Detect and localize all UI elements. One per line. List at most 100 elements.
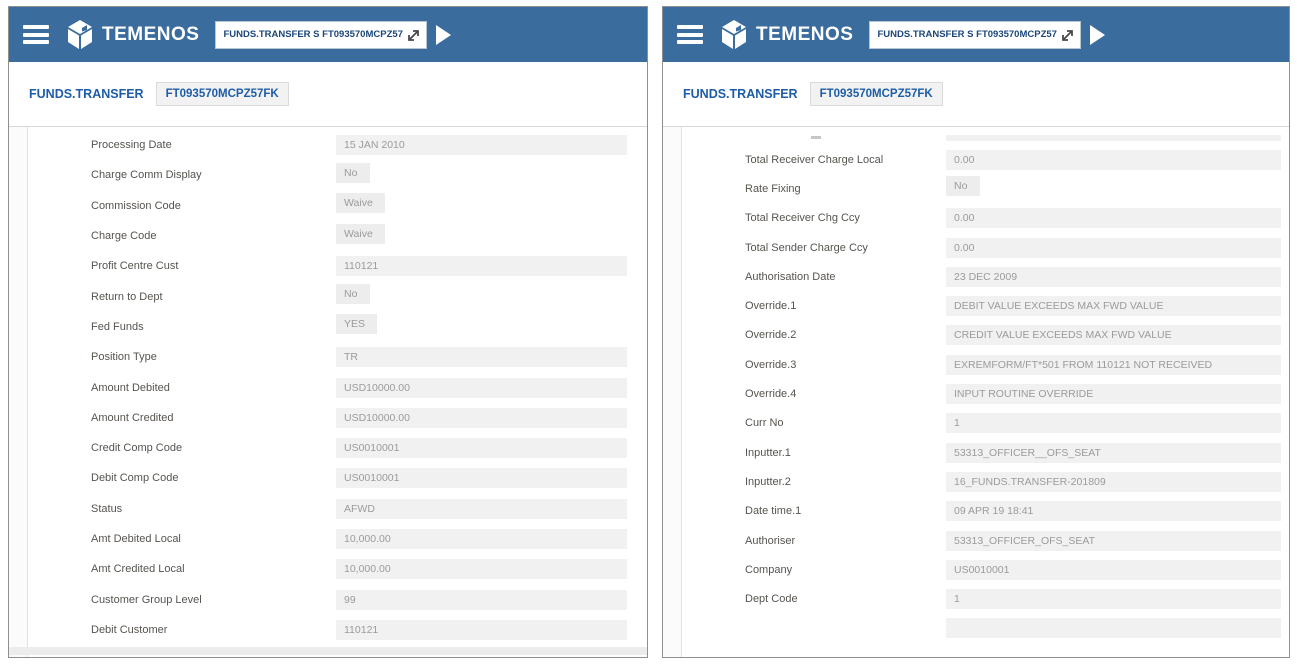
field-rows: Processing Date 15 JAN 2010 Charge Comm Di… (28, 127, 647, 645)
field-row: Return to Dept No (28, 281, 647, 311)
field-row: Amt Debited Local 10,000.00 (28, 524, 647, 554)
field-row: Total Receiver Charge Local 0.00 (682, 145, 1289, 174)
temenos-logo: TEMENOS (719, 18, 853, 52)
field-value: EXREMFORM/FT*501 FROM 110121 NOT RECEIVE… (946, 354, 1281, 375)
field-value: Waive (336, 223, 385, 244)
field-value: CREDIT VALUE EXCEEDS MAX FWD VALUE (946, 325, 1281, 346)
field-value: No (946, 176, 980, 197)
field-label: Status (91, 502, 123, 515)
field-row: Position Type TR (28, 342, 647, 372)
field-label: Charge Code (91, 230, 157, 243)
field-label: Override.4 (745, 388, 797, 401)
field-label: Date time.1 (745, 505, 802, 518)
horizontal-scrollbar[interactable] (9, 647, 647, 655)
command-line-input[interactable] (216, 21, 406, 48)
field-value: AFWD (336, 498, 627, 519)
field-row: Processing Date 15 JAN 2010 (28, 130, 647, 160)
app-header: TEMENOS (9, 7, 647, 62)
field-label: Credit Comp Code (91, 442, 183, 455)
field-label: Override.1 (745, 300, 797, 313)
field-label: Override.3 (745, 358, 797, 371)
field-value: 1 (946, 413, 1281, 434)
funds-transfer-window-left: TEMENOS FUNDS.TRANSFER FT093570MCPZ57FK … (8, 6, 648, 658)
field-label: Return to Dept (91, 290, 163, 303)
record-detail-area: Total Receiver Charge Local 0.00 Rate Fixi… (663, 127, 1289, 657)
field-label: Customer Group Level (91, 593, 202, 606)
field-value: US0010001 (336, 468, 627, 489)
funds-transfer-window-right: TEMENOS FUNDS.TRANSFER FT093570MCPZ57FK … (662, 6, 1290, 658)
field-row (682, 614, 1289, 643)
field-row: Authoriser 53313_OFFICER_OFS_SEAT (682, 526, 1289, 555)
run-play-button[interactable] (1090, 24, 1106, 45)
field-value: 10,000.00 (336, 529, 627, 549)
command-line-input[interactable] (870, 21, 1060, 48)
field-value: 110121 (336, 619, 627, 640)
field-value: 10,000.00 (336, 559, 627, 580)
field-row: Override.3 EXREMFORM/FT*501 FROM 110121 N… (682, 350, 1289, 379)
field-label: Authorisation Date (745, 270, 836, 283)
field-label: Debit Customer (91, 623, 168, 636)
field-label: Company (745, 563, 793, 576)
field-rows: Total Receiver Charge Local 0.00 Rate Fixi… (682, 127, 1289, 643)
field-row: Status AFWD (28, 494, 647, 524)
field-label: Total Receiver Charge Local (745, 153, 884, 166)
field-value: 16_FUNDS.TRANSFER-201809 (946, 471, 1281, 492)
field-value: 53313_OFFICER__OFS_SEAT (946, 442, 1281, 463)
breadcrumb-record-id-chip[interactable]: FT093570MCPZ57FK (155, 82, 289, 106)
field-row: Authorisation Date 23 DEC 2009 (682, 262, 1289, 291)
field-label: Commission Code (91, 199, 181, 212)
breadcrumb-app-link[interactable]: FUNDS.TRANSFER (29, 87, 144, 101)
field-label: Inputter.2 (745, 475, 791, 488)
expand-arrow-icon[interactable] (1059, 26, 1077, 44)
field-label: Authoriser (745, 534, 796, 547)
temenos-logo: TEMENOS (65, 18, 199, 52)
field-row: Charge Comm Display No (28, 160, 647, 190)
field-row: Inputter.1 53313_OFFICER__OFS_SEAT (682, 438, 1289, 467)
field-row: Total Receiver Chg Ccy 0.00 (682, 204, 1289, 233)
breadcrumb-record-id-chip[interactable]: FT093570MCPZ57FK (809, 82, 943, 106)
app-header: TEMENOS (663, 7, 1289, 62)
hamburger-menu-icon[interactable] (23, 25, 49, 44)
field-row: Company US0010001 (682, 555, 1289, 584)
clipped-field-value (946, 135, 1281, 141)
hamburger-menu-icon[interactable] (677, 25, 703, 44)
field-value: Waive (336, 193, 385, 214)
expand-arrow-icon[interactable] (405, 26, 423, 44)
field-row: Commission Code Waive (28, 191, 647, 221)
field-label: Debit Comp Code (91, 472, 179, 485)
field-value: 0.00 (946, 208, 1281, 229)
breadcrumb: FUNDS.TRANSFER FT093570MCPZ57FK (9, 62, 647, 127)
breadcrumb-app-link[interactable]: FUNDS.TRANSFER (683, 87, 798, 101)
command-line-box (215, 20, 428, 49)
field-value (946, 618, 1281, 639)
run-play-button[interactable] (436, 24, 452, 45)
field-label: Override.2 (745, 329, 797, 342)
field-row: Customer Group Level 99 (28, 584, 647, 614)
field-value: INPUT ROUTINE OVERRIDE (946, 384, 1281, 405)
temenos-wordmark: TEMENOS (756, 23, 854, 45)
field-value: 09 APR 19 18:41 (946, 501, 1281, 522)
field-row: Debit Customer 110121 (28, 615, 647, 645)
field-row: Rate Fixing No (682, 174, 1289, 203)
field-row: Override.1 DEBIT VALUE EXCEEDS MAX FWD VA… (682, 291, 1289, 320)
field-label: Inputter.1 (745, 446, 791, 459)
field-row: Amt Credited Local 10,000.00 (28, 554, 647, 584)
field-label: Processing Date (91, 139, 172, 152)
vertical-scrollbar[interactable] (9, 127, 28, 657)
temenos-wordmark: TEMENOS (102, 23, 200, 45)
field-label: Amount Debited (91, 381, 170, 394)
field-row: Profit Centre Cust 110121 (28, 251, 647, 281)
field-label: Position Type (91, 351, 157, 364)
temenos-cube-icon (68, 19, 92, 49)
field-value: 0.00 (946, 237, 1281, 258)
field-value: US0010001 (946, 559, 1281, 580)
record-detail-area: Processing Date 15 JAN 2010 Charge Comm Di… (9, 127, 647, 657)
vertical-scrollbar[interactable] (663, 127, 682, 657)
breadcrumb: FUNDS.TRANSFER FT093570MCPZ57FK (663, 62, 1289, 127)
field-row: Debit Comp Code US0010001 (28, 463, 647, 493)
field-row: Curr No 1 (682, 409, 1289, 438)
field-label: Fed Funds (91, 320, 144, 333)
field-row: Override.4 INPUT ROUTINE OVERRIDE (682, 379, 1289, 408)
field-value: 99 (336, 589, 627, 610)
